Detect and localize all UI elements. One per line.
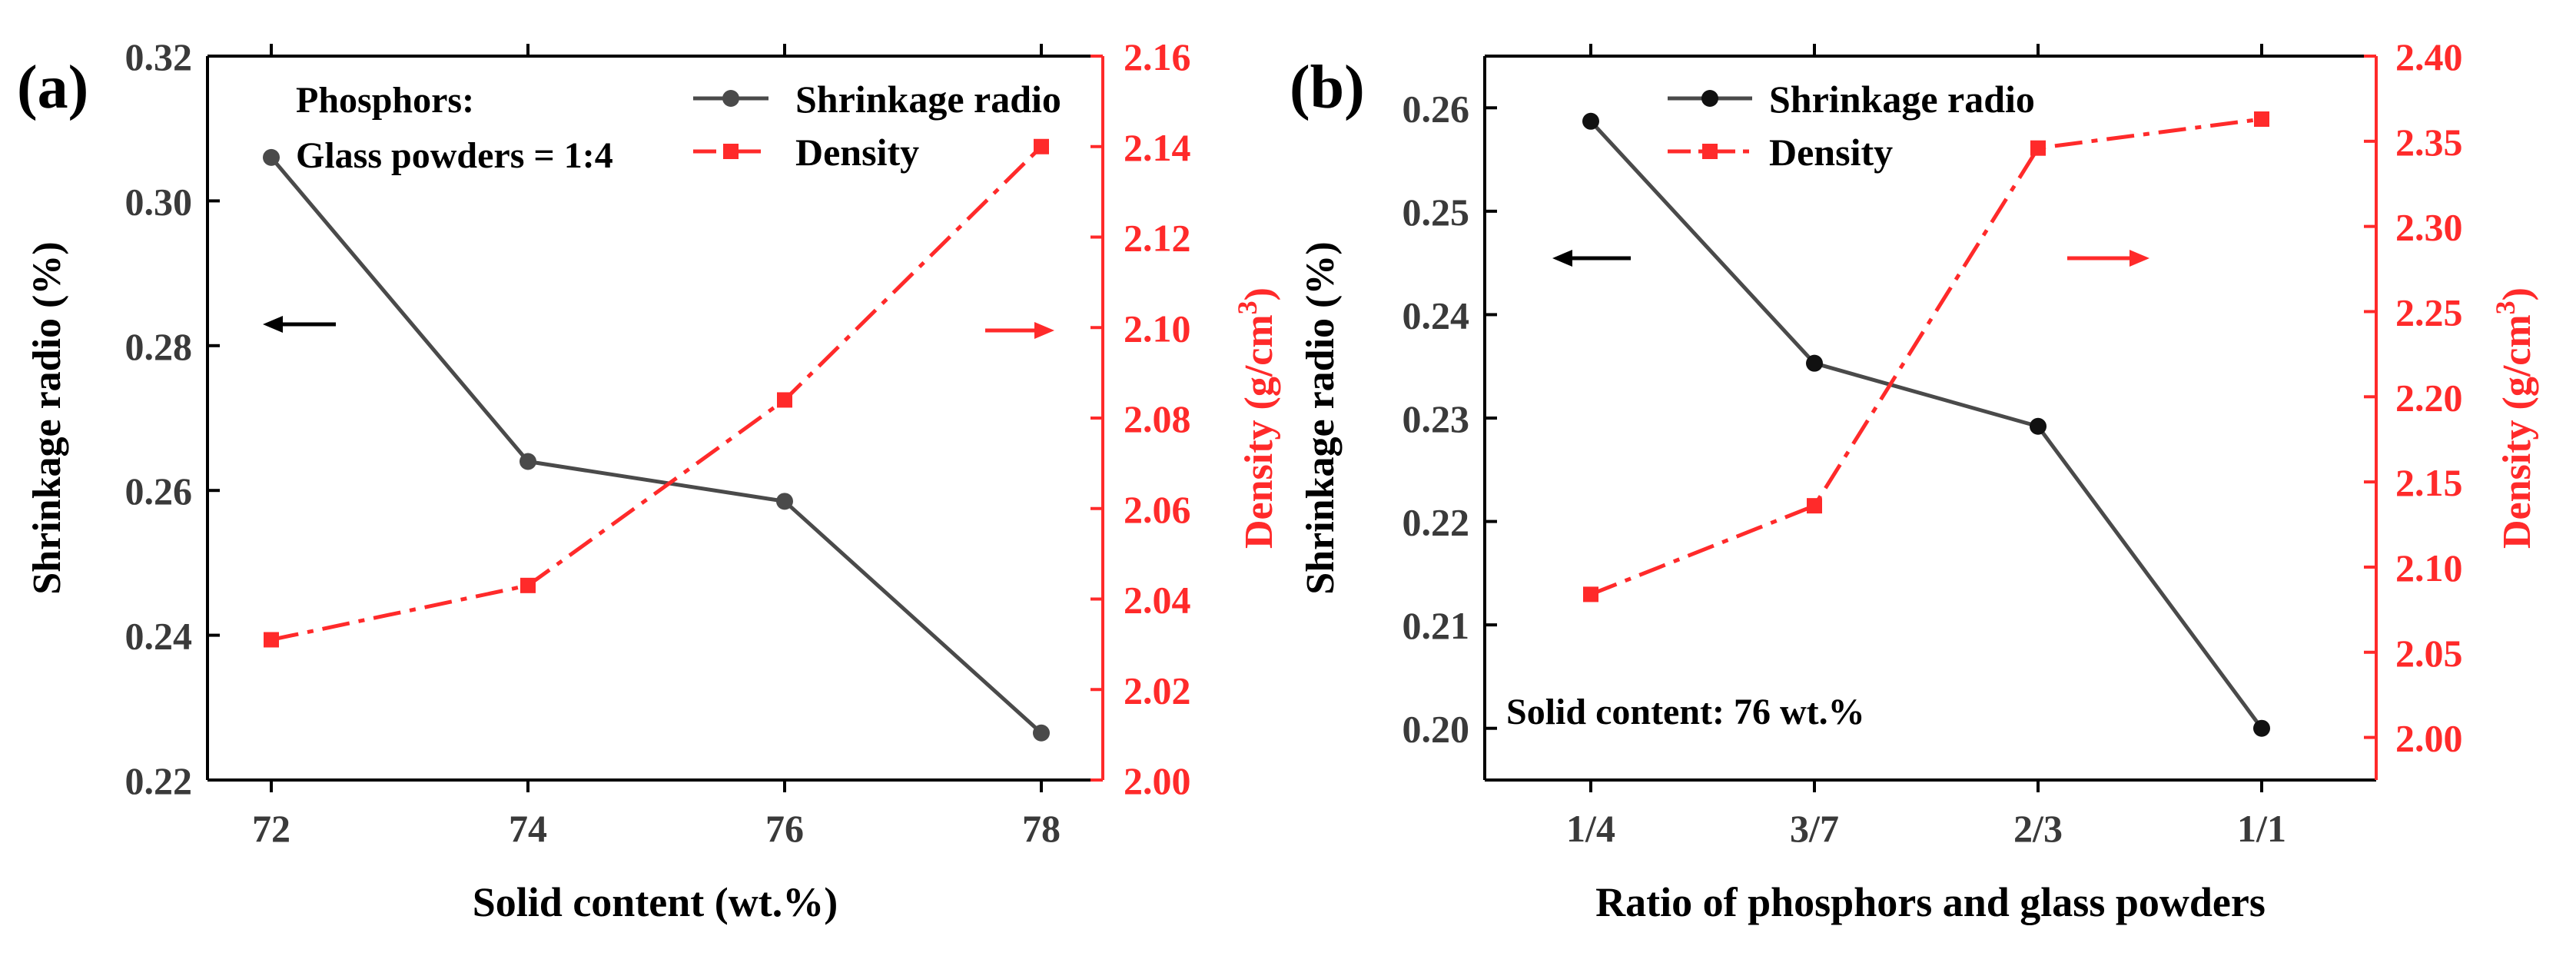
shrinkage-point <box>1033 724 1050 742</box>
right-tick-label: 2.14 <box>1124 126 1191 169</box>
density-point <box>1807 498 1822 514</box>
right-tick-label: 2.25 <box>2395 290 2463 334</box>
right-axis-title: Density (g/cm3) <box>1232 287 1281 549</box>
density-point <box>777 392 792 408</box>
right-tick-label: 2.06 <box>1124 488 1191 531</box>
left-tick-label: 0.25 <box>1403 191 1470 234</box>
left-axis-arrow-icon <box>1552 250 1572 267</box>
density-point <box>2030 140 2046 156</box>
x-tick-label: 78 <box>1022 807 1061 850</box>
annotation-text: Phosphors: <box>296 80 474 121</box>
right-tick-label: 2.00 <box>1124 759 1191 802</box>
density-point <box>1034 138 1049 154</box>
legend-shrinkage-marker <box>1701 90 1718 107</box>
left-tick-label: 0.21 <box>1403 604 1470 647</box>
x-tick-label: 76 <box>765 807 804 850</box>
shrinkage-point <box>776 493 793 510</box>
right-tick-label: 2.12 <box>1124 217 1191 260</box>
panel-a: 0.22 0.24 0.26 0.28 0.30 0.32 2.00 2.02 2.04 2.06… <box>17 35 1281 925</box>
shrinkage-point <box>263 148 280 166</box>
right-tick-label: 2.02 <box>1124 669 1191 712</box>
legend-density-label: Density <box>795 131 919 174</box>
left-tick-label: 0.24 <box>125 615 193 658</box>
right-tick-label: 2.15 <box>2395 461 2463 504</box>
right-tick-label: 2.16 <box>1124 35 1191 78</box>
x-tick-label: 2/3 <box>2013 807 2063 850</box>
left-tick-label: 0.22 <box>125 759 193 802</box>
shrinkage-series-line <box>270 156 1043 735</box>
density-point <box>520 577 536 593</box>
right-tick-label: 2.30 <box>2395 206 2463 249</box>
legend-shrinkage-marker <box>722 90 739 107</box>
shrinkage-point <box>1806 354 1823 372</box>
right-tick-label: 2.10 <box>1124 307 1191 350</box>
right-tick-label: 2.40 <box>2395 35 2463 78</box>
right-tick-label: 2.35 <box>2395 121 2463 164</box>
annotation-text: Solid content: 76 wt.% <box>1506 692 1865 732</box>
right-axis-title: Density (g/cm3) <box>2490 287 2539 549</box>
right-tick-label: 2.10 <box>2395 546 2463 589</box>
density-point <box>264 632 279 648</box>
left-tick-label: 0.20 <box>1403 708 1470 751</box>
right-axis-arrow-icon <box>1034 322 1054 339</box>
density-series-line <box>1590 117 2262 596</box>
legend-density-marker <box>723 144 739 159</box>
x-axis-title: Ratio of phosphors and glass powders <box>1595 879 2266 925</box>
right-axis-title-close: ) <box>2495 287 2539 300</box>
left-tick-label: 0.26 <box>1403 87 1470 130</box>
right-axis-title-sup: 3 <box>2490 300 2521 314</box>
left-tick-label: 0.22 <box>1403 501 1470 544</box>
left-tick-label: 0.30 <box>125 180 193 223</box>
right-axis-title-main: Density (g/cm <box>2495 314 2539 549</box>
x-tick-label: 74 <box>509 807 547 850</box>
legend-shrinkage-label: Shrinkage radio <box>795 78 1061 121</box>
right-axis-arrow-icon <box>2130 250 2149 267</box>
left-tick-label: 0.24 <box>1403 294 1470 337</box>
right-axis-title-sup: 3 <box>1232 300 1263 314</box>
legend-shrinkage-label: Shrinkage radio <box>1769 78 2035 121</box>
left-axis-arrow-icon <box>263 316 283 333</box>
right-tick-label: 2.20 <box>2395 376 2463 419</box>
right-tick-label: 2.05 <box>2395 632 2463 675</box>
annotation-text: Glass powders = 1:4 <box>296 135 613 176</box>
left-tick-label: 0.28 <box>125 325 193 368</box>
density-point <box>1583 586 1598 602</box>
left-tick-label: 0.32 <box>125 35 193 78</box>
shrinkage-point <box>1582 112 1599 130</box>
right-tick-label: 2.00 <box>2395 717 2463 760</box>
x-tick-label: 3/7 <box>1790 807 1839 850</box>
right-axis-title-close: ) <box>1237 287 1281 300</box>
x-tick-label: 1/1 <box>2237 807 2286 850</box>
right-tick-label: 2.08 <box>1124 397 1191 440</box>
density-point <box>2254 111 2269 128</box>
density-series-line <box>271 144 1043 642</box>
panel-label: (a) <box>17 54 88 121</box>
legend-density-marker <box>1702 144 1718 159</box>
left-tick-label: 0.23 <box>1403 397 1470 440</box>
legend-density-label: Density <box>1769 131 1893 174</box>
right-tick-label: 2.04 <box>1124 579 1191 622</box>
panel-label: (b) <box>1290 54 1365 121</box>
left-tick-label: 0.26 <box>125 470 193 513</box>
shrinkage-point <box>2253 719 2270 737</box>
left-axis-title: Shrinkage radio (%) <box>25 241 69 594</box>
shrinkage-series-line <box>1589 120 2264 730</box>
shrinkage-point <box>520 453 536 470</box>
panel-b: 0.20 0.21 0.22 0.23 0.24 0.25 0.26 2.00 2.05 2.10… <box>1290 35 2539 925</box>
x-axis-title: Solid content (wt.%) <box>473 879 838 925</box>
shrinkage-point <box>2030 417 2047 435</box>
x-tick-label: 72 <box>252 807 290 850</box>
left-axis-title: Shrinkage radio (%) <box>1299 241 1343 594</box>
x-tick-label: 1/4 <box>1566 807 1615 850</box>
right-axis-title-main: Density (g/cm <box>1237 314 1281 549</box>
